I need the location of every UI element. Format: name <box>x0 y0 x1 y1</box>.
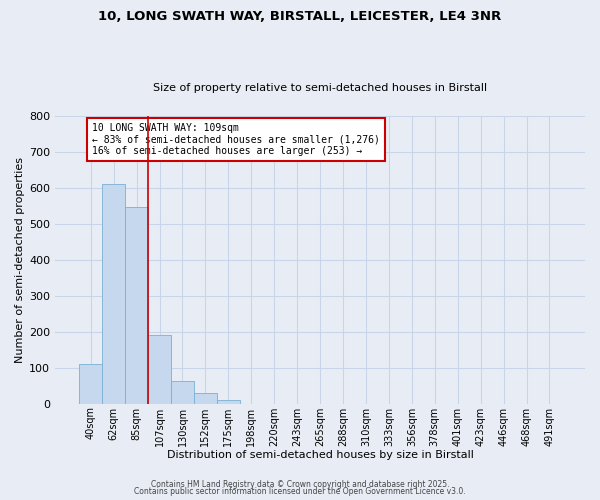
Title: Size of property relative to semi-detached houses in Birstall: Size of property relative to semi-detach… <box>153 83 487 93</box>
Bar <box>217 400 240 404</box>
Bar <box>79 364 102 404</box>
Text: 10 LONG SWATH WAY: 109sqm
← 83% of semi-detached houses are smaller (1,276)
16% : 10 LONG SWATH WAY: 109sqm ← 83% of semi-… <box>92 123 380 156</box>
Y-axis label: Number of semi-detached properties: Number of semi-detached properties <box>15 157 25 363</box>
Bar <box>171 382 194 404</box>
Bar <box>194 393 217 404</box>
Bar <box>148 336 171 404</box>
Text: Contains public sector information licensed under the Open Government Licence v3: Contains public sector information licen… <box>134 488 466 496</box>
Bar <box>102 184 125 404</box>
Bar <box>125 206 148 404</box>
Text: 10, LONG SWATH WAY, BIRSTALL, LEICESTER, LE4 3NR: 10, LONG SWATH WAY, BIRSTALL, LEICESTER,… <box>98 10 502 23</box>
X-axis label: Distribution of semi-detached houses by size in Birstall: Distribution of semi-detached houses by … <box>167 450 473 460</box>
Text: Contains HM Land Registry data © Crown copyright and database right 2025.: Contains HM Land Registry data © Crown c… <box>151 480 449 489</box>
